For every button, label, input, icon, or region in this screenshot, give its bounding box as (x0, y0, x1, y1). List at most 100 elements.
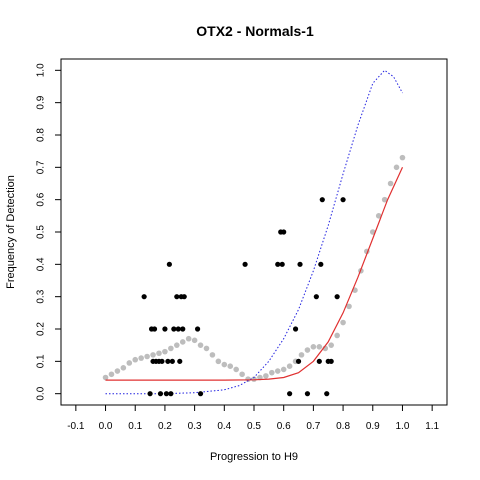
smoothed-point (375, 213, 382, 219)
y-tick-label: 0.3 (36, 289, 47, 303)
observed-point (295, 358, 302, 364)
y-axis: 0.0 0.1 0.2 0.3 0.4 0.5 0.6 0.7 0.8 0.9 1.0 (36, 63, 61, 401)
observed-point (147, 391, 153, 397)
observed-point (281, 229, 287, 235)
smoothed-point (108, 371, 115, 378)
y-tick-label: 0.7 (36, 160, 47, 174)
smoothed-point (274, 368, 281, 374)
x-tick-label: 0.5 (247, 421, 261, 432)
smoothed-point (269, 369, 275, 376)
observed-point (141, 294, 147, 300)
smoothed-point (310, 343, 317, 350)
y-tick-label: 0.2 (36, 322, 47, 336)
smoothed-point (346, 303, 352, 310)
y-tick-label: 0.6 (36, 192, 47, 206)
observed-point (168, 391, 174, 397)
x-tick-label: 0.3 (188, 421, 202, 432)
x-tick-label: -0.1 (67, 421, 85, 432)
observed-point (324, 391, 330, 397)
smoothed-point (215, 358, 222, 365)
x-tick-label: 0.9 (366, 421, 380, 432)
x-tick-label: 1.1 (425, 421, 439, 432)
x-tick-label: 1.0 (396, 421, 410, 432)
observed-point (275, 261, 281, 267)
smoothed-point (245, 376, 251, 382)
observed-point (194, 326, 201, 332)
smoothed-point (209, 352, 216, 358)
smoothed-point (132, 356, 139, 363)
smoothed-point (144, 353, 150, 360)
observed-point (279, 261, 285, 267)
observed-point (313, 294, 319, 300)
y-tick-label: 0.0 (36, 386, 47, 400)
plot-area (60, 58, 448, 406)
observed-point (328, 358, 334, 364)
y-tick-label: 1.0 (36, 63, 47, 77)
observed-point (174, 294, 180, 300)
observed-point (197, 391, 204, 397)
smoothed-point (138, 355, 144, 361)
x-tick-label: 0.0 (99, 421, 113, 432)
smoothed-point (304, 347, 311, 353)
smoothed-point (179, 339, 186, 345)
x-axis: -0.1 0.0 0.1 0.2 0.3 0.4 0.5 0.6 0.7 0.8 0.9 1.0 1.1 (67, 405, 440, 432)
smoothed-point (114, 368, 121, 374)
chart-title: OTX2 - Normals-1 (196, 23, 314, 39)
smoothed-point (197, 342, 204, 348)
smoothed-point (399, 154, 406, 161)
observed-point (287, 391, 293, 397)
y-tick-label: 0.1 (36, 354, 47, 368)
observed-point (334, 294, 340, 300)
smoothed-point (156, 350, 162, 357)
smoothed-point (162, 348, 168, 355)
observed-point (316, 358, 322, 364)
x-tick-label: 0.4 (217, 421, 231, 432)
smoothed-point (316, 343, 323, 350)
observed-point (165, 358, 171, 364)
smoothed-point (120, 365, 127, 371)
y-tick-label: 0.8 (36, 128, 47, 142)
observed-point (175, 326, 181, 332)
observed-point (159, 358, 165, 364)
smoothed-point (393, 164, 400, 171)
y-tick-label: 0.5 (36, 225, 47, 239)
smoothed-point (387, 180, 394, 187)
observed-point (340, 197, 346, 203)
smoothed-point (191, 337, 198, 344)
smoothed-point (328, 342, 335, 348)
smoothed-point (221, 361, 228, 368)
observed-point (180, 326, 186, 332)
smoothed-point (102, 374, 109, 381)
fit-line (105, 167, 404, 381)
observed-point (292, 326, 299, 332)
smoothed-point (168, 345, 174, 352)
observed-point (169, 358, 175, 364)
smoothed-point (233, 366, 239, 373)
x-tick-label: 0.2 (158, 421, 172, 432)
observed-point (171, 326, 177, 332)
observed-point (297, 261, 303, 267)
observed-point (318, 261, 324, 267)
y-tick-label: 0.9 (36, 95, 47, 109)
smoothed-point (340, 319, 346, 326)
smoothed-point (286, 363, 293, 369)
y-axis-label: Frequency of Detection (5, 175, 17, 289)
smoothed-point (334, 332, 340, 339)
series-layer (102, 69, 406, 397)
observed-point (163, 391, 170, 397)
x-tick-label: 0.7 (306, 421, 320, 432)
observed-point (177, 358, 183, 364)
observed-point (162, 326, 168, 332)
smoothed-point (298, 352, 305, 358)
observed-point (151, 326, 158, 332)
smoothed-point (280, 366, 287, 373)
x-axis-label: Progression to H9 (210, 451, 298, 463)
smoothed-point (150, 352, 156, 358)
observed-point (157, 391, 164, 397)
smoothed-point (239, 371, 245, 378)
x-tick-label: 0.8 (336, 421, 350, 432)
y-tick-label: 0.4 (36, 257, 47, 271)
x-tick-label: 0.1 (128, 421, 142, 432)
smoothed-point (185, 335, 192, 342)
